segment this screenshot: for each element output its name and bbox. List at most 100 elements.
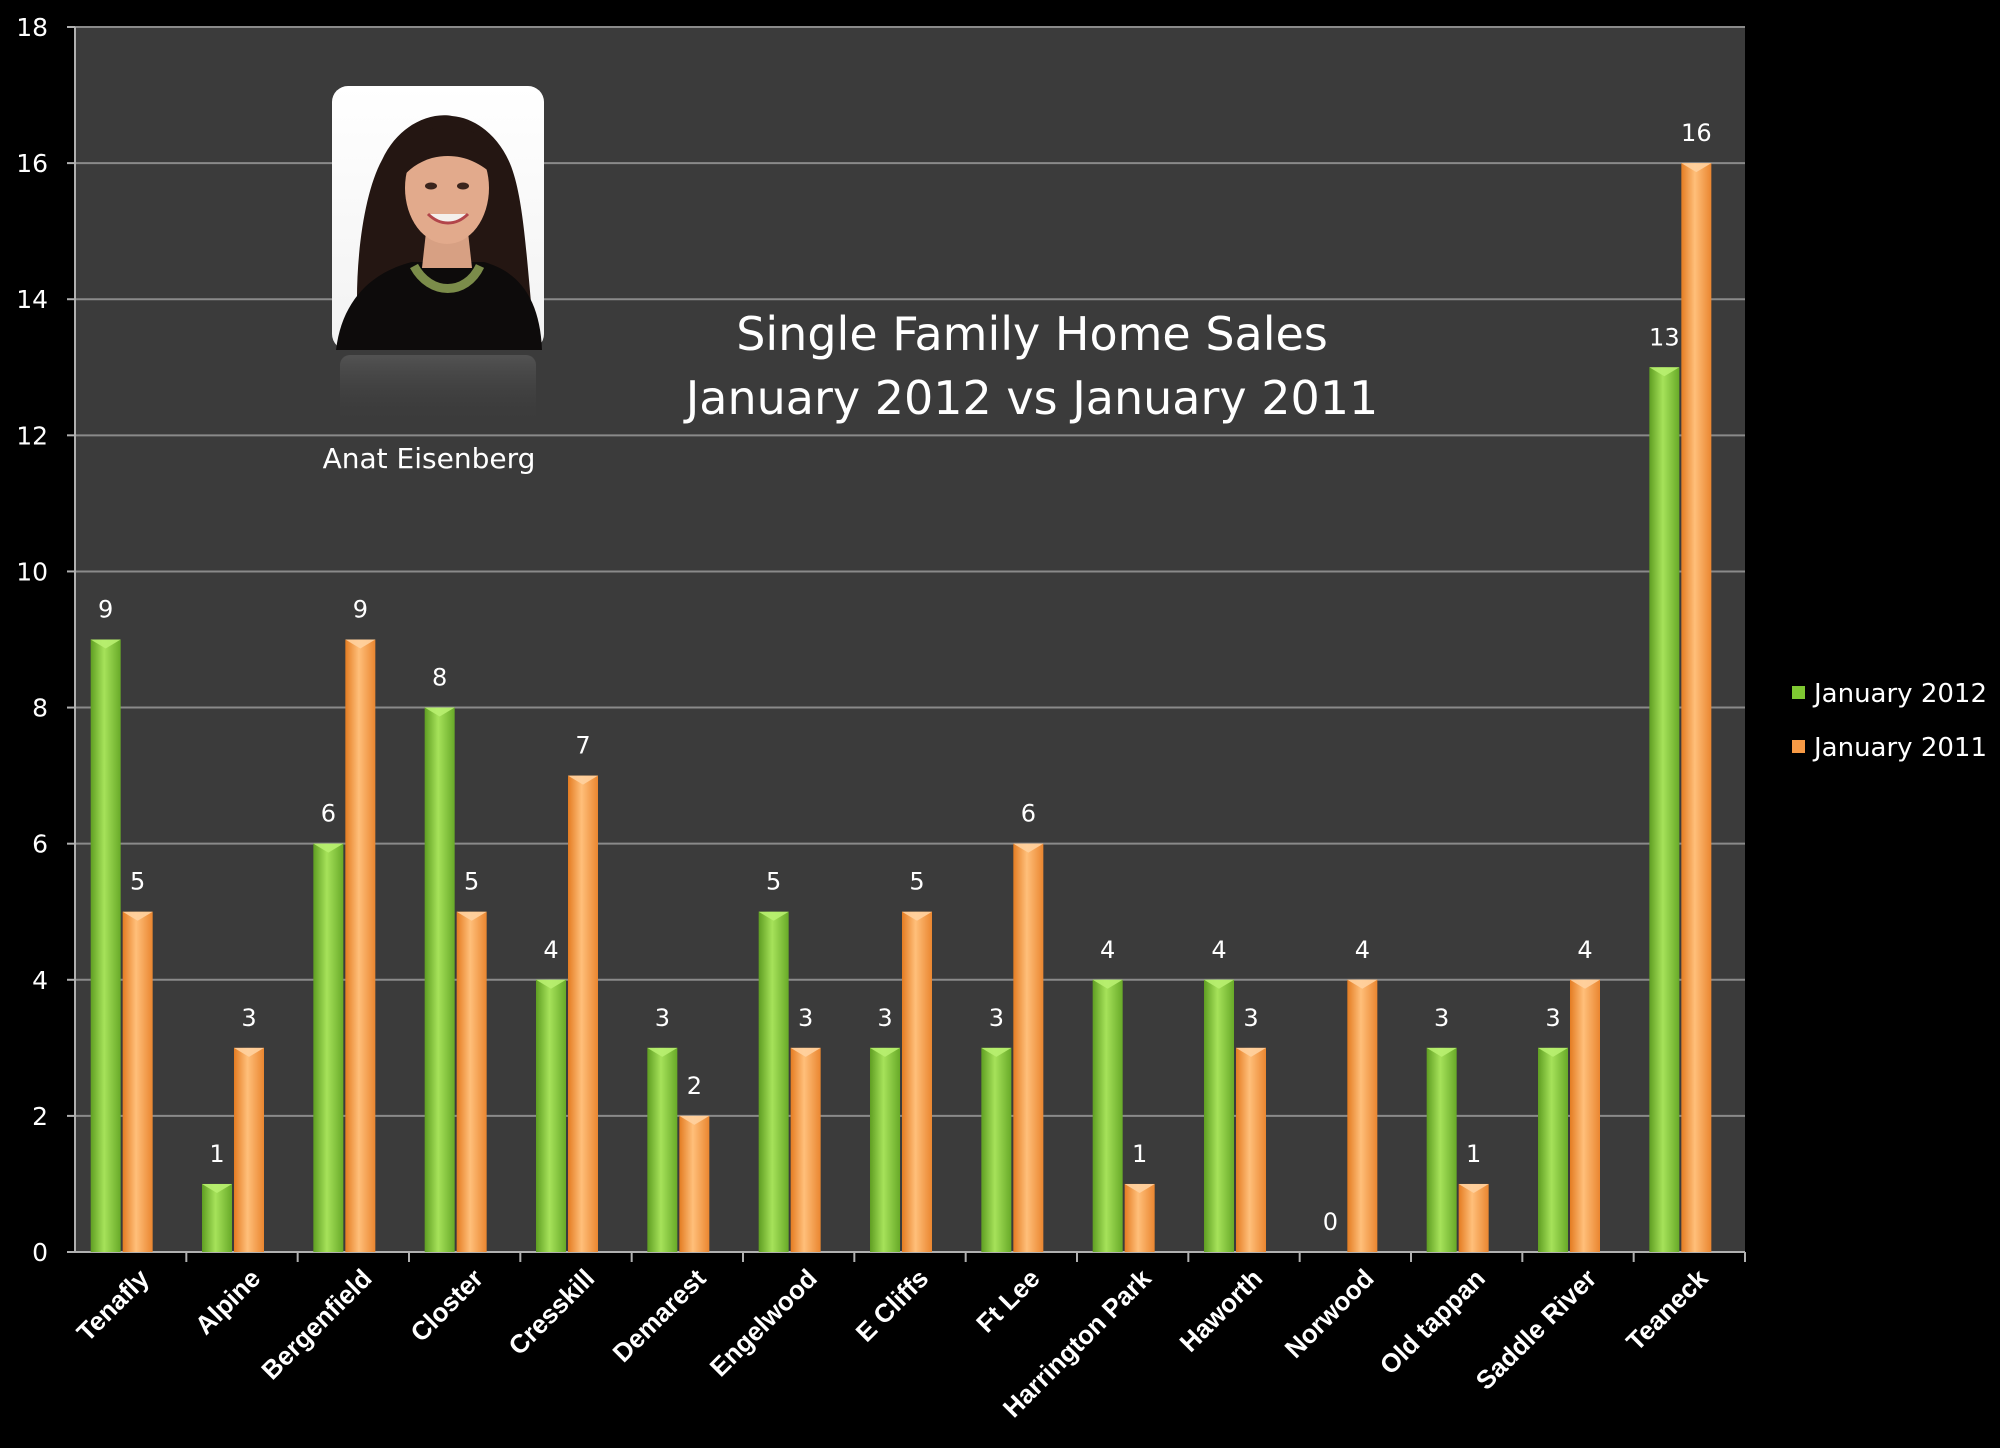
y-tick-label: 10 [16, 557, 48, 586]
bar-cap [1124, 1183, 1155, 1193]
data-label: 5 [909, 868, 924, 896]
bar-2011 [1013, 843, 1044, 1252]
legend: January 2012 January 2011 [1792, 679, 1987, 763]
bar-2012 [870, 1047, 900, 1252]
bar-cap [202, 1183, 232, 1193]
bar-2012 [1426, 1047, 1457, 1252]
bar-2011 [790, 1047, 821, 1252]
bar-cap [313, 843, 344, 853]
bar-2011 [568, 775, 598, 1252]
x-category-label: Demarest [607, 1263, 712, 1368]
data-label: 0 [1323, 1208, 1338, 1236]
x-category-label: Old tappan [1374, 1263, 1491, 1380]
bar-2012 [1092, 979, 1123, 1252]
data-label: 2 [687, 1072, 702, 1100]
chart-title-line-1: Single Family Home Sales [736, 307, 1328, 361]
bar-cap [234, 1047, 264, 1057]
bar-2012 [758, 911, 789, 1252]
chart-title-line-2: January 2012 vs January 2011 [683, 371, 1379, 425]
bar-cap [790, 1047, 821, 1057]
legend-swatch-2012 [1792, 686, 1805, 699]
data-label: 6 [321, 800, 336, 828]
y-tick-labels: 0 2 4 6 8 10 12 14 16 18 [16, 13, 48, 1267]
data-label: 3 [1434, 1004, 1449, 1032]
bar-2012 [1649, 367, 1680, 1252]
bar-2011 [122, 911, 153, 1252]
bar-cap [1092, 979, 1123, 989]
bar-cap [424, 707, 455, 717]
data-label: 5 [130, 868, 145, 896]
bar-cap [345, 639, 376, 649]
data-label: 4 [543, 936, 558, 964]
data-label: 6 [1021, 800, 1036, 828]
data-label: 1 [1132, 1140, 1147, 1168]
legend-label-2012: January 2012 [1812, 679, 1987, 709]
x-category-label: Bergenfield [255, 1263, 377, 1385]
data-label: 7 [575, 732, 590, 760]
bar-cap [758, 911, 789, 921]
y-tick-label: 4 [32, 966, 48, 995]
y-tick-label: 12 [16, 421, 48, 450]
bar-2012 [202, 1183, 232, 1252]
data-label: 4 [1577, 936, 1592, 964]
bar-2011 [1570, 979, 1600, 1252]
data-label: 3 [877, 1004, 892, 1032]
bar-2012 [1204, 979, 1234, 1252]
bar-2012 [424, 707, 455, 1252]
data-label: 4 [1100, 936, 1115, 964]
data-label: 3 [989, 1004, 1004, 1032]
x-category-label: E Cliffs [850, 1263, 935, 1348]
y-tick-label: 6 [32, 830, 48, 859]
data-label: 9 [98, 596, 113, 624]
bar-cap [90, 639, 121, 649]
data-label: 3 [655, 1004, 670, 1032]
bar-2011 [1458, 1183, 1489, 1252]
bar-2012 [981, 1047, 1012, 1252]
legend-swatch-2011 [1792, 740, 1805, 753]
x-category-label: Ft Lee [970, 1263, 1045, 1338]
bar-cap [456, 911, 487, 921]
data-label: 16 [1681, 119, 1712, 147]
bar-cap [568, 775, 598, 785]
x-category-label: Norwood [1279, 1263, 1380, 1364]
bar-2012 [90, 639, 121, 1252]
bar-cap [981, 1047, 1012, 1057]
bar-2011 [456, 911, 487, 1252]
bar-cap [1649, 367, 1680, 377]
data-label: 13 [1649, 323, 1680, 351]
data-label: 4 [1211, 936, 1226, 964]
legend-label-2011: January 2011 [1812, 733, 1987, 763]
y-tick-label: 14 [16, 285, 48, 314]
y-tick-label: 16 [16, 149, 48, 178]
bar-cap [1681, 163, 1712, 173]
bar-cap [870, 1047, 900, 1057]
bar-cap [1204, 979, 1234, 989]
x-category-label: Engelwood [704, 1263, 823, 1382]
bar-cap [1458, 1183, 1489, 1193]
bar-cap [1426, 1047, 1457, 1057]
bar-2011 [1236, 1047, 1266, 1252]
data-label: 4 [1355, 936, 1370, 964]
x-category-label: Haworth [1173, 1263, 1268, 1358]
data-label: 3 [1545, 1004, 1560, 1032]
data-label: 3 [241, 1004, 256, 1032]
bar-2011 [1124, 1183, 1155, 1252]
x-category-label: Cresskill [502, 1263, 600, 1361]
bar-2011 [902, 911, 932, 1252]
x-category-label: Teaneck [1620, 1263, 1714, 1357]
x-category-label: Closter [404, 1263, 489, 1348]
bar-cap [122, 911, 153, 921]
bar-cap [1347, 979, 1378, 989]
data-label: 1 [1466, 1140, 1481, 1168]
bar-2011 [234, 1047, 264, 1252]
bar-2011 [1347, 979, 1378, 1252]
data-label: 5 [766, 868, 781, 896]
bar-cap [902, 911, 932, 921]
photo-caption: Anat Eisenberg [323, 442, 536, 475]
data-label: 8 [432, 664, 447, 692]
bar-cap [1570, 979, 1600, 989]
bar-2012 [1538, 1047, 1568, 1252]
